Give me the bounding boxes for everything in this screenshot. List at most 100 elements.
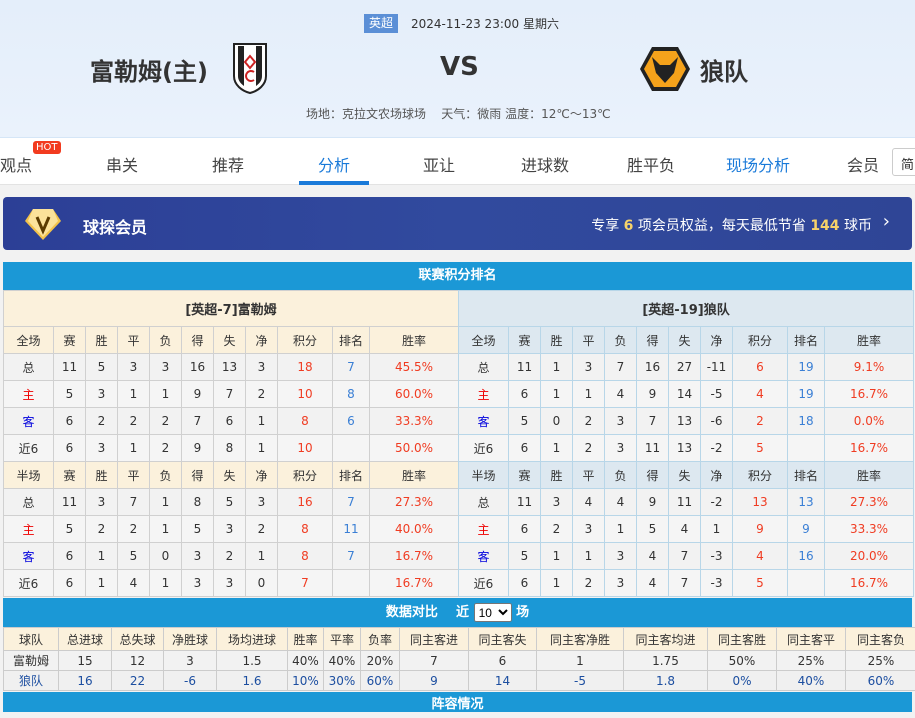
cell: 11 [509,489,541,516]
tab-5[interactable]: 进球数 [521,152,569,176]
cell: 60% [846,671,915,691]
cell: 6 [214,408,246,435]
tab-7[interactable]: 现场分析 [726,152,790,176]
cell: 5 [509,543,541,570]
cell: 2 [573,408,605,435]
cell: 4 [637,543,669,570]
vip-banner[interactable]: 球探会员 专享 6 项会员权益，每天最低节省 144 球币 › [3,197,912,250]
col-header: 净 [246,327,278,354]
cell: 5 [214,489,246,516]
cell: 10% [288,671,324,691]
league-badge[interactable]: 英超 [364,14,398,33]
col-header: 胜率 [825,462,914,489]
cell: 3 [86,435,118,462]
wolves-logo-icon [640,45,690,93]
tab-3[interactable]: 分析 [318,152,350,176]
cell: 1 [541,570,573,597]
col-header: 积分 [733,327,788,354]
cell: 18 [278,354,333,381]
tab-2[interactable]: 推荐 [212,152,244,176]
cell: 1 [573,381,605,408]
cell: 5 [733,570,788,597]
cell: 16.7% [370,570,459,597]
col-header: 平 [118,327,150,354]
cell: 5 [86,354,118,381]
benefit-text-2: 项会员权益，每天最低节省 [638,218,806,234]
cell: 客 [459,543,509,570]
cell: 16 [788,543,825,570]
cell[interactable]: 狼队 [4,671,59,691]
col-header: 同主客平 [777,628,846,651]
compare-title: 数据对比 [386,605,438,620]
cell: 1 [573,543,605,570]
benefit-count: 6 [624,218,634,234]
coin-saving: 144 [810,218,839,234]
col-header: 积分 [733,462,788,489]
cell: 7 [669,543,701,570]
match-count-select[interactable]: 10 [474,603,512,622]
cell: 2 [733,408,788,435]
cell: 40% [777,671,846,691]
cell: 9 [182,435,214,462]
cell: 主 [459,381,509,408]
diamond-icon [25,207,61,241]
cell: 5 [182,516,214,543]
col-header: 场均进球 [217,628,288,651]
col-header: 球队 [4,628,59,651]
cell: 20.0% [825,543,914,570]
cell: 50% [708,651,777,671]
cell: 20% [361,651,400,671]
cell: 33.3% [370,408,459,435]
cell: 2 [118,516,150,543]
cell: 11 [333,516,370,543]
cell: -3 [701,570,733,597]
col-header: 负 [605,462,637,489]
chevron-right-icon[interactable]: › [883,211,890,232]
cell: 9.1% [825,354,914,381]
col-header: 负率 [361,628,400,651]
cell: 3 [246,489,278,516]
cell: 27.3% [370,489,459,516]
cell: 40% [288,651,324,671]
tab-1[interactable]: 串关 [106,152,138,176]
col-header: 同主客失 [469,628,537,651]
col-header: 得 [637,462,669,489]
cell: 50.0% [370,435,459,462]
tab-4[interactable]: 亚让 [423,152,455,176]
cell[interactable]: 富勒姆 [4,651,59,671]
cell: 近6 [459,570,509,597]
cell: 1 [605,516,637,543]
tab-0[interactable]: 观点 [0,152,32,176]
cell: 客 [4,543,54,570]
col-header: 排名 [333,462,370,489]
cell: -11 [701,354,733,381]
cell: 1 [118,381,150,408]
home-team-name[interactable]: 富勒姆(主) [90,52,208,87]
cell: -6 [701,408,733,435]
col-header: 净 [701,462,733,489]
cell: 1.6 [217,671,288,691]
compare-title-bar: 数据对比 近 10 场 [3,598,912,627]
vs-label: VS [440,52,479,82]
tab-8[interactable]: 会员 [847,152,879,176]
cell: 11 [669,489,701,516]
cell: 3 [214,516,246,543]
cell: 11 [54,354,86,381]
cell: 5 [54,381,86,408]
cell: 18 [788,408,825,435]
language-select[interactable]: 简 [892,148,915,176]
cell: 1 [150,570,182,597]
cell: 0 [541,408,573,435]
tab-6[interactable]: 胜平负 [627,152,675,176]
cell: 16.7% [825,570,914,597]
cell: 0% [708,671,777,691]
cell: 1 [541,435,573,462]
cell: 19 [788,354,825,381]
cell: 1 [86,543,118,570]
col-header: 平 [573,462,605,489]
cell: 16.7% [370,543,459,570]
away-team-name[interactable]: 狼队 [700,52,748,87]
cell: 9 [733,516,788,543]
